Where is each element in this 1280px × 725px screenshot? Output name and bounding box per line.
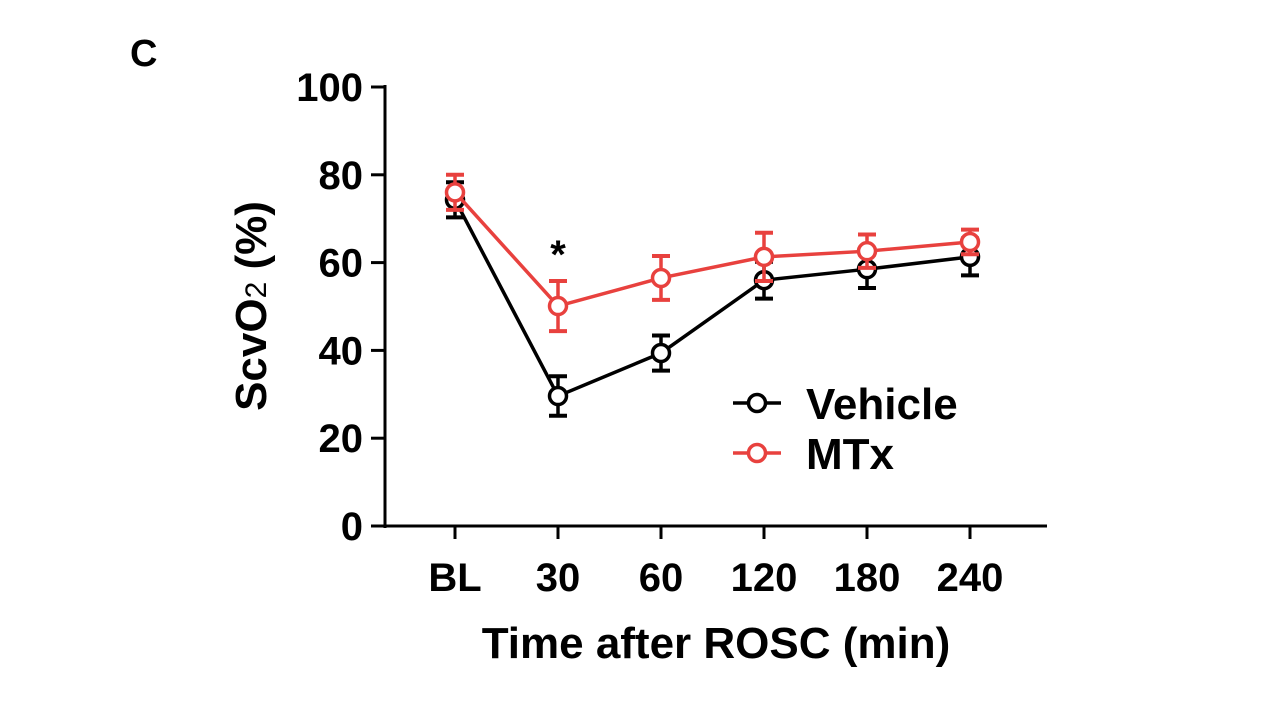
y-tick-label: 80	[319, 154, 364, 198]
y-label-sub: 2	[240, 282, 273, 299]
x-tick-label: 120	[731, 556, 798, 600]
panel-label: C	[130, 33, 157, 75]
significance-marker: *	[550, 233, 566, 277]
y-axis-label: ScvO2 (%)	[227, 201, 276, 411]
series-line	[453, 191, 971, 309]
legend-label: MTx	[806, 430, 895, 479]
legend-item-mtx: MTx	[733, 430, 895, 479]
series-group: *	[444, 172, 981, 418]
y-tick-label: 20	[319, 417, 364, 461]
data-point	[547, 385, 569, 407]
y-tick-label: 40	[319, 329, 364, 373]
x-tick-label: 240	[937, 556, 1004, 600]
data-point	[753, 246, 775, 268]
series-mtx	[444, 172, 981, 334]
legend-label: Vehicle	[806, 380, 958, 429]
data-point	[547, 295, 569, 317]
legend-item-vehicle: Vehicle	[733, 380, 958, 429]
y-tick-label: 100	[296, 66, 363, 110]
x-tick-label: 60	[639, 556, 684, 600]
data-point	[650, 267, 672, 289]
legend-marker	[746, 442, 768, 464]
y-tick-label: 0	[341, 505, 363, 549]
data-point	[959, 231, 981, 253]
data-point	[650, 342, 672, 364]
y-tick-label: 60	[319, 242, 364, 286]
x-tick-label: 180	[834, 556, 901, 600]
legend-marker	[746, 392, 768, 414]
axes: 0 20 40 60 80 100 BL 30 60 120 180 240	[296, 66, 1047, 600]
data-point	[444, 182, 466, 203]
y-label-main: ScvO	[227, 298, 276, 411]
series-line	[453, 199, 971, 399]
data-point	[856, 240, 878, 262]
x-tick-label: 30	[536, 556, 581, 600]
x-axis-label: Time after ROSC (min)	[482, 619, 951, 668]
x-tick-label: BL	[428, 556, 481, 600]
y-label-tail: (%)	[227, 201, 276, 282]
